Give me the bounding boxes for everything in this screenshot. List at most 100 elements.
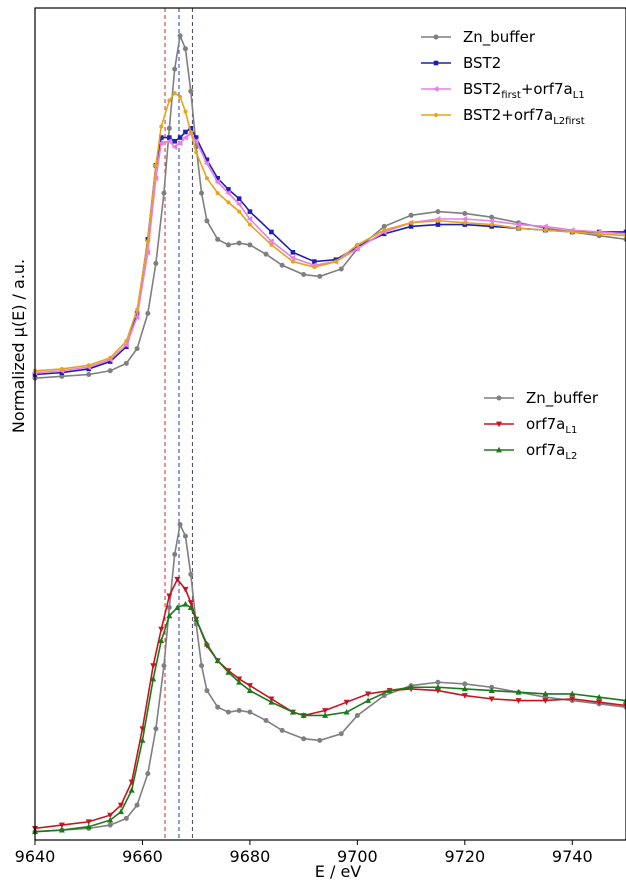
data-point: [166, 612, 173, 619]
data-point: [107, 812, 114, 819]
x-tick-label: 9740: [552, 847, 593, 866]
data-point: [569, 690, 576, 697]
data-point: [381, 223, 387, 229]
data-point: [382, 228, 387, 233]
legend-entry: Zn_buffer: [421, 28, 536, 47]
data-point: [194, 150, 199, 155]
legend-entry: Zn_buffer: [484, 389, 599, 408]
data-point: [289, 254, 296, 261]
data-point: [174, 604, 181, 610]
data-point: [247, 242, 253, 248]
x-tick-label: 9700: [337, 847, 378, 866]
data-point: [152, 175, 159, 182]
data-point: [623, 697, 626, 703]
data-point: [279, 262, 285, 268]
data-point: [172, 91, 177, 96]
data-point: [204, 176, 209, 181]
data-point: [269, 229, 274, 235]
legend-label-part: BST2: [463, 54, 501, 72]
data-point: [172, 551, 178, 557]
data-point: [225, 669, 232, 675]
legend-label-part: Zn_buffer: [463, 28, 536, 47]
data-point: [182, 46, 188, 52]
legend-marker: [434, 113, 438, 117]
data-point: [434, 684, 441, 690]
data-point: [124, 344, 129, 350]
data-point: [236, 679, 243, 685]
legend-label: orf7aL1: [526, 415, 577, 436]
legend-label: orf7aL2: [526, 441, 577, 462]
data-point: [408, 224, 414, 229]
x-axis: 9640 9660 9680 9700 9720 9740: [15, 840, 593, 866]
data-point: [569, 696, 576, 703]
legend-label-subscript: L2first: [553, 116, 585, 127]
data-point: [269, 242, 274, 247]
data-point: [144, 249, 151, 256]
data-point: [172, 66, 178, 72]
data-point: [171, 143, 178, 150]
data-point: [226, 187, 231, 192]
data-point: [268, 698, 275, 705]
data-point: [107, 359, 113, 364]
data-point: [166, 605, 172, 611]
data-point: [204, 688, 210, 694]
legend-label-subscript: L1: [565, 425, 577, 436]
data-point: [107, 822, 113, 828]
data-point: [188, 571, 194, 577]
legend-label-part: orf7a: [526, 415, 565, 433]
data-point: [488, 696, 495, 703]
legend-label-subscript: L1: [573, 90, 585, 101]
data-point: [123, 341, 129, 348]
data-point: [225, 709, 231, 715]
legend-entry: orf7aL2: [484, 441, 577, 462]
legend-label-part: Zn_buffer: [526, 389, 599, 408]
data-point: [515, 221, 521, 228]
legend-entry: orf7aL1: [484, 415, 577, 436]
data-point: [333, 259, 338, 264]
legend-marker: [496, 421, 502, 428]
panel-lower: [32, 521, 626, 835]
data-point: [214, 657, 221, 664]
legend-label-part: BST2: [463, 80, 501, 98]
data-point: [161, 190, 167, 196]
legend-marker: [432, 86, 439, 92]
legend-lower: Zn_buffer orf7aL1 orf7aL2: [484, 389, 599, 462]
data-point: [133, 314, 140, 321]
data-point: [123, 360, 129, 366]
data-point: [338, 266, 344, 272]
data-point: [108, 355, 113, 360]
data-point: [85, 819, 92, 825]
data-point: [235, 201, 242, 208]
data-point: [596, 699, 603, 706]
data-point: [542, 690, 549, 697]
data-point: [408, 212, 414, 218]
series-layer: [31, 32, 626, 835]
data-point: [290, 259, 295, 264]
legend-label: BST2: [463, 54, 501, 72]
data-point: [408, 684, 415, 690]
data-point: [247, 709, 253, 715]
data-point: [177, 33, 183, 39]
data-point: [145, 310, 151, 316]
data-point: [236, 707, 242, 713]
data-point: [199, 663, 205, 669]
data-point: [246, 216, 253, 223]
data-point: [263, 251, 269, 257]
data-point: [174, 576, 181, 583]
data-point: [215, 236, 221, 242]
data-point: [124, 339, 129, 344]
data-point: [182, 586, 189, 593]
data-point: [247, 222, 252, 227]
data-point: [237, 209, 242, 214]
data-point: [177, 135, 183, 140]
data-point: [86, 371, 92, 377]
x-tick-label: 9660: [122, 847, 163, 866]
data-point: [623, 229, 626, 235]
data-point: [596, 694, 603, 700]
data-point: [158, 140, 164, 147]
data-point: [488, 217, 495, 224]
series-orf7a-l2: [32, 601, 626, 835]
series-zn-buffer: [32, 32, 626, 381]
data-point: [597, 231, 602, 236]
